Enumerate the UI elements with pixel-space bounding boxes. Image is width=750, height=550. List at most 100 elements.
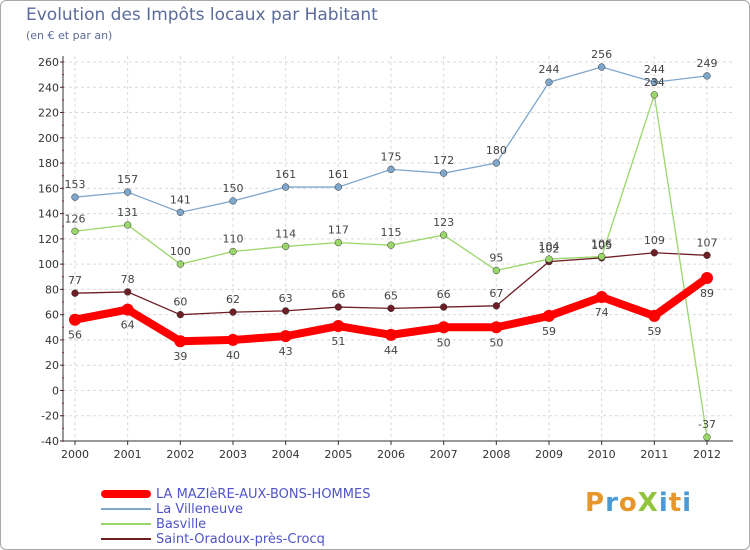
legend-label: Saint-Oradoux-près-Crocq bbox=[156, 532, 325, 547]
data-point bbox=[595, 290, 608, 303]
data-label: 64 bbox=[121, 319, 135, 332]
data-label: 66 bbox=[437, 288, 451, 301]
data-label: 244 bbox=[644, 63, 665, 76]
data-label: 50 bbox=[437, 336, 451, 349]
data-point bbox=[650, 91, 658, 99]
data-label: 102 bbox=[539, 243, 560, 256]
data-label: 44 bbox=[384, 344, 398, 357]
data-point bbox=[124, 221, 132, 229]
data-label: 100 bbox=[170, 245, 191, 258]
brand-letter: t bbox=[668, 488, 683, 518]
brand-letter: i bbox=[658, 488, 669, 518]
data-label: 175 bbox=[381, 150, 402, 163]
y-tick-label: 120 bbox=[38, 233, 59, 246]
data-label: 150 bbox=[223, 182, 244, 195]
data-point bbox=[124, 188, 132, 196]
data-point bbox=[69, 313, 81, 326]
data-point bbox=[598, 63, 606, 71]
data-label: 66 bbox=[331, 288, 345, 301]
data-label: 62 bbox=[226, 293, 240, 306]
x-tick-label: 2005 bbox=[324, 448, 352, 461]
y-tick-label: 200 bbox=[38, 132, 59, 145]
data-label: 106 bbox=[591, 238, 612, 251]
data-label: 157 bbox=[117, 173, 138, 186]
x-tick-label: 2001 bbox=[114, 448, 142, 461]
legend-label: La Villeneuve bbox=[156, 502, 243, 517]
data-label: 51 bbox=[331, 335, 345, 348]
data-label: 77 bbox=[68, 274, 82, 287]
data-point bbox=[545, 255, 553, 263]
x-tick-label: 2012 bbox=[693, 448, 721, 461]
data-label: 256 bbox=[591, 48, 612, 61]
x-tick-label: 2011 bbox=[640, 448, 668, 461]
data-point bbox=[492, 302, 500, 310]
data-point bbox=[703, 433, 711, 441]
x-tick-label: 2009 bbox=[535, 448, 563, 461]
y-tick-label: 40 bbox=[45, 334, 59, 347]
data-point bbox=[703, 251, 711, 259]
data-label: 131 bbox=[117, 206, 138, 219]
legend-item: Basville bbox=[101, 517, 481, 532]
data-label: 89 bbox=[700, 287, 714, 300]
data-point bbox=[71, 193, 79, 201]
data-point bbox=[174, 335, 187, 348]
y-tick-label: 100 bbox=[38, 258, 59, 271]
brand-letter: P bbox=[585, 488, 606, 518]
data-point bbox=[229, 308, 237, 316]
data-label: 141 bbox=[170, 193, 191, 206]
data-point bbox=[701, 272, 713, 285]
data-point bbox=[334, 303, 342, 311]
plot-area bbox=[63, 56, 733, 441]
data-label: 40 bbox=[226, 349, 240, 362]
y-tick-label: 180 bbox=[38, 157, 59, 170]
x-tick-label: 2007 bbox=[430, 448, 458, 461]
chart-subtitle: (en € et par an) bbox=[26, 29, 113, 42]
legend: LA MAZIèRE-AUX-BONS-HOMMES La Villeneuve… bbox=[101, 487, 481, 547]
data-label: 95 bbox=[489, 251, 503, 264]
data-label: 115 bbox=[381, 226, 402, 239]
data-label: 65 bbox=[384, 289, 398, 302]
data-point bbox=[385, 328, 397, 341]
data-point bbox=[229, 197, 237, 205]
legend-swatch bbox=[101, 538, 151, 540]
y-tick-label: 260 bbox=[38, 56, 59, 69]
legend-swatch bbox=[101, 523, 151, 525]
y-tick-label: -20 bbox=[41, 410, 59, 423]
data-label: 244 bbox=[539, 63, 560, 76]
data-point bbox=[227, 333, 239, 346]
data-point bbox=[176, 311, 184, 319]
data-label: 105 bbox=[591, 239, 612, 252]
legend-swatch bbox=[101, 490, 151, 498]
data-point bbox=[71, 227, 79, 235]
data-point bbox=[176, 208, 184, 216]
data-label: 153 bbox=[65, 178, 86, 191]
y-tick-label: 160 bbox=[38, 182, 59, 195]
data-label: 67 bbox=[489, 287, 503, 300]
data-point bbox=[440, 303, 448, 311]
data-label: 74 bbox=[595, 306, 609, 319]
data-point bbox=[334, 183, 342, 191]
data-label: 78 bbox=[121, 273, 135, 286]
legend-swatch bbox=[101, 508, 151, 510]
data-point bbox=[437, 321, 450, 334]
data-label: -37 bbox=[698, 418, 716, 431]
data-label: 161 bbox=[275, 168, 296, 181]
data-point bbox=[282, 183, 290, 191]
y-tick-label: -40 bbox=[41, 435, 59, 448]
legend-item: La Villeneuve bbox=[101, 502, 481, 517]
brand-letter: X bbox=[637, 488, 659, 518]
data-label: 172 bbox=[433, 154, 454, 167]
data-label: 234 bbox=[644, 76, 665, 89]
data-point bbox=[282, 307, 290, 315]
data-point bbox=[492, 159, 500, 167]
data-point bbox=[124, 288, 132, 296]
data-point bbox=[440, 231, 448, 239]
y-tick-label: 0 bbox=[52, 384, 59, 397]
data-point bbox=[176, 260, 184, 268]
data-label: 114 bbox=[275, 227, 296, 240]
data-label: 126 bbox=[65, 212, 86, 225]
data-point bbox=[543, 309, 555, 322]
data-label: 63 bbox=[279, 292, 293, 305]
brand-letter: o bbox=[618, 488, 638, 518]
x-tick-label: 2010 bbox=[588, 448, 616, 461]
